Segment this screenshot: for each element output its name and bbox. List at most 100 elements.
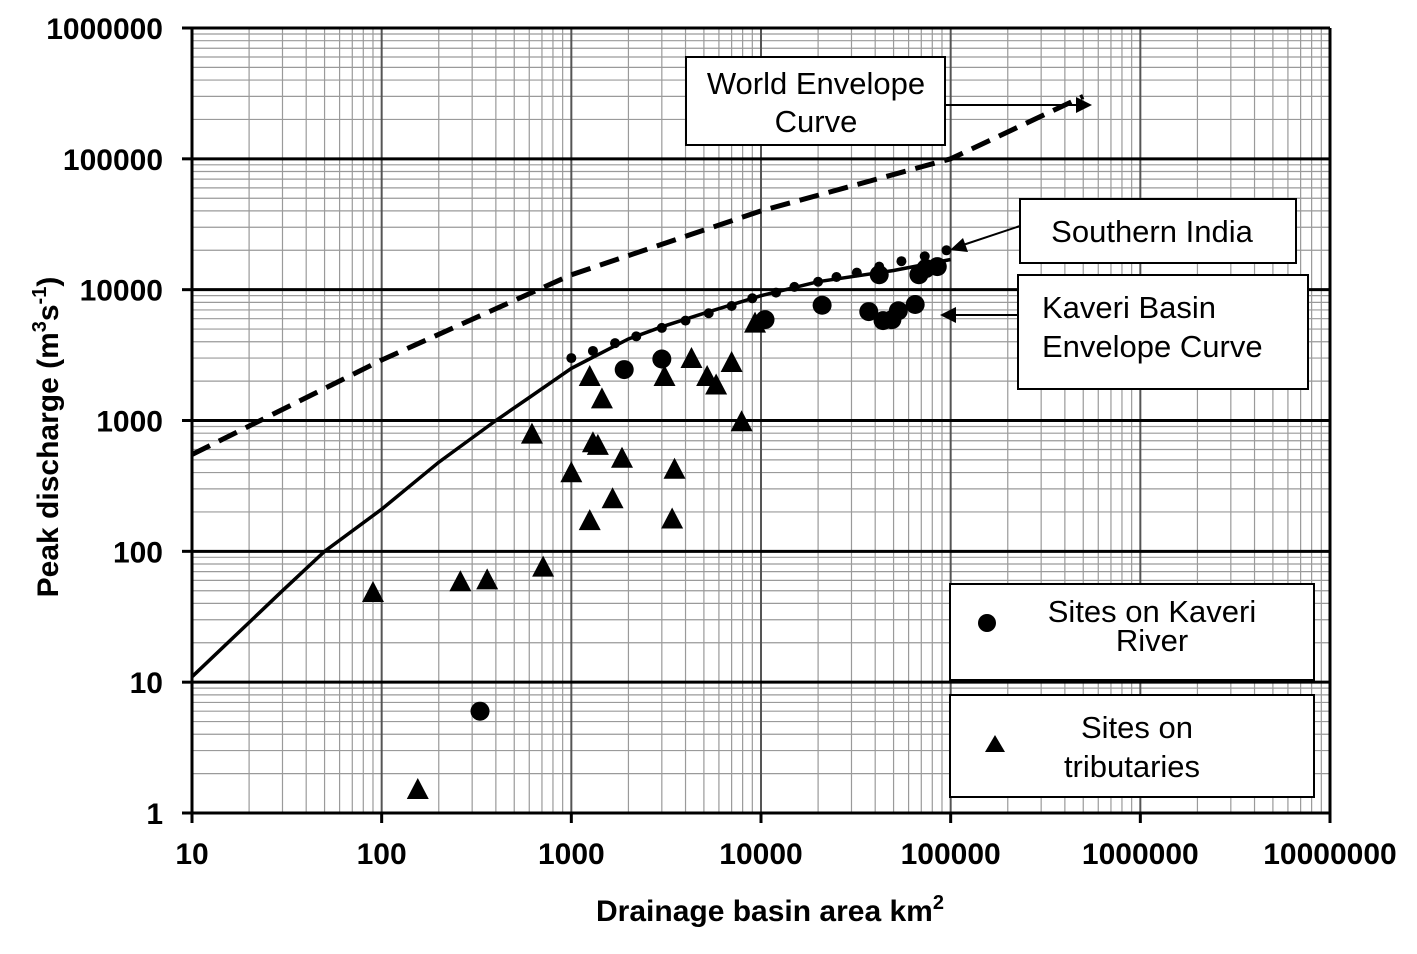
y-axis-title-text: Peak discharge (m — [32, 332, 65, 597]
tributary-site-point — [611, 446, 634, 468]
x-axis-title: Drainage basin area km2 — [596, 892, 944, 928]
kaveri-site-point — [888, 301, 908, 321]
tributary-site-point — [532, 555, 555, 577]
southern-india-arrow — [959, 225, 1021, 247]
southern-india-curve-dot — [747, 293, 758, 304]
y-tick-label: 1000 — [96, 406, 163, 439]
y-axis-title-superscript: 3 — [29, 321, 51, 332]
tributary-site-point — [601, 487, 624, 509]
southern-india-curve-dot — [656, 322, 667, 333]
tributary-site-point — [560, 461, 583, 483]
y-axis-title-text: s — [32, 304, 65, 321]
axis-titles: Drainage basin area km2 Peak discharge (m… — [29, 277, 944, 928]
legend-triangle-marker — [985, 735, 1005, 752]
x-tick-label: 1000000 — [1082, 838, 1199, 871]
world-envelope-arrowhead — [1076, 97, 1092, 113]
x-tick-label: 100 — [357, 838, 407, 871]
southern-india-curve-dot — [789, 281, 800, 292]
x-tick-label: 1000 — [538, 838, 605, 871]
southern-india-label-box — [1019, 198, 1297, 264]
southern-india-curve-dot — [587, 345, 598, 356]
tributary-site-point — [705, 373, 728, 395]
kaveri-envelope-label-line1: Kaveri Basin — [1042, 290, 1216, 325]
kaveri-envelope-arrowhead — [940, 307, 956, 323]
tick-labels: 1 10 100 1000 10000 100000 1000000 10 100 1000 100… — [46, 13, 1397, 871]
southern-india-curve-dot — [703, 308, 714, 319]
curves — [190, 94, 1085, 679]
tributary-site-point — [663, 457, 686, 479]
tributary-site-point — [720, 351, 743, 373]
tributary-site-point — [590, 387, 613, 409]
y-tick-label: 10 — [130, 667, 163, 700]
data-points — [361, 257, 947, 799]
kaveri-site-point — [614, 360, 634, 380]
tributary-site-point — [744, 311, 767, 333]
y-tick-label: 1000000 — [46, 13, 163, 46]
southern-india-curve-dot — [813, 276, 824, 287]
x-tick-label: 100000 — [901, 838, 1001, 871]
x-axis-title-superscript: 2 — [933, 892, 944, 914]
y-tick-label: 10000 — [80, 275, 163, 308]
y-tick-label: 1 — [146, 798, 163, 831]
southern-india-curve-dot — [680, 315, 691, 326]
kaveri-site-point — [927, 257, 947, 277]
southern-india-label: Southern India — [1051, 214, 1253, 249]
tributary-site-point — [730, 410, 753, 432]
southern-india-curve-dot — [610, 338, 621, 349]
x-axis-title-text: Drainage basin area km — [596, 895, 933, 928]
legend-tributaries-label-line2: tributaries — [1064, 749, 1200, 784]
world-envelope-label-box — [685, 56, 946, 146]
tributary-site-point — [578, 509, 601, 531]
legend-tributaries-box — [949, 694, 1315, 798]
y-axis-title-text: ) — [32, 277, 65, 287]
y-axis-title-superscript: -1 — [29, 287, 51, 305]
legend-tributaries-label-line1: Sites on — [1081, 710, 1193, 745]
kaveri-site-point — [859, 302, 879, 322]
southern-india-curve-dot — [896, 256, 907, 267]
southern-india-arrowhead — [950, 238, 968, 252]
world-envelope-curve — [190, 94, 1085, 457]
tributary-site-point — [449, 570, 472, 592]
major-gridlines — [192, 26, 1330, 813]
southern-india-curve-dot — [726, 301, 737, 312]
legend-kaveri-box — [949, 583, 1315, 681]
x-tick-label: 10 — [175, 838, 208, 871]
y-tick-label: 100000 — [63, 144, 163, 177]
southern-india-curve-dot — [771, 287, 782, 298]
kaveri-site-point — [652, 349, 672, 369]
kaveri-envelope-label-box — [1017, 274, 1309, 390]
y-tick-label: 100 — [113, 536, 163, 569]
legend-kaveri-label-line2: River — [1116, 623, 1188, 658]
tributary-site-point — [586, 433, 609, 455]
world-envelope-label-line1: World Envelope — [707, 66, 925, 101]
legend-kaveri-label-line1: Sites on Kaveri — [1048, 594, 1257, 629]
tributary-site-point — [406, 777, 429, 799]
tributary-site-point — [578, 365, 601, 387]
x-tick-label: 10000000 — [1263, 838, 1396, 871]
legend-circle-marker — [978, 614, 996, 632]
southern-india-curve-dot — [941, 245, 952, 256]
world-envelope-label-line2: Curve — [775, 104, 858, 139]
southern-india-curve-dot — [631, 331, 642, 342]
southern-india-curve-dot — [566, 353, 577, 364]
kaveri-envelope-label-line2: Envelope Curve — [1042, 329, 1263, 364]
southern-india-curve-dot — [919, 251, 930, 262]
tributary-site-point — [680, 347, 703, 369]
y-axis-title: Peak discharge (m3s-1) — [29, 277, 65, 598]
tributary-site-point — [661, 507, 684, 529]
tributary-site-point — [476, 568, 499, 590]
x-tick-label: 10000 — [719, 838, 802, 871]
tributary-site-point — [361, 581, 384, 603]
kaveri-site-point — [905, 295, 925, 315]
kaveri-site-point — [869, 265, 889, 285]
kaveri-site-point — [812, 295, 832, 315]
tributary-site-point — [520, 422, 543, 444]
kaveri-site-point — [470, 701, 490, 721]
southern-india-curve-dot — [831, 271, 842, 282]
tributary-site-point — [653, 365, 676, 387]
southern-india-curve-dot — [851, 267, 862, 278]
axes — [182, 26, 1332, 823]
